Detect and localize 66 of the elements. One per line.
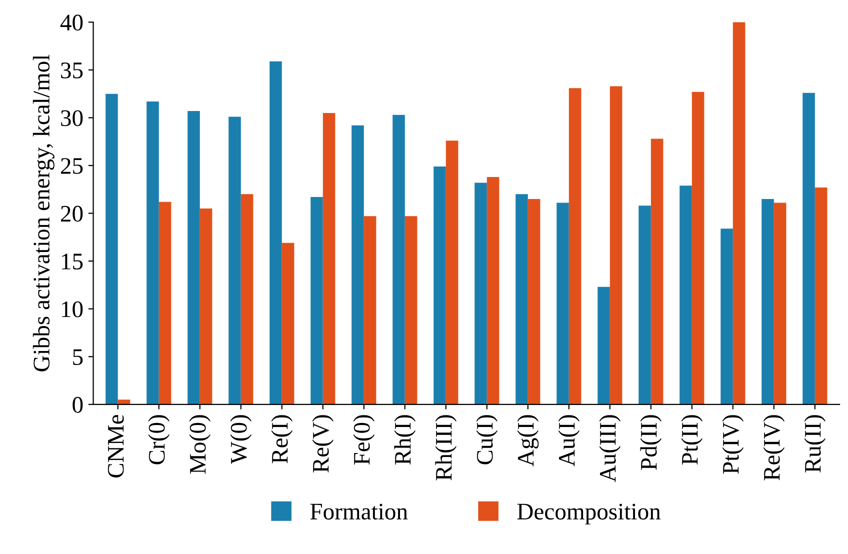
bar [352, 125, 364, 404]
y-tick-label: 40 [60, 14, 83, 31]
bar [762, 198, 774, 404]
bar [364, 216, 376, 404]
x-tick-label: Re(V) [312, 415, 334, 472]
bar [598, 286, 610, 404]
x-tick-label: Pt(IV) [722, 415, 744, 474]
bar [392, 114, 405, 404]
y-tick-label: 25 [60, 158, 83, 174]
bar [240, 194, 254, 404]
bar [680, 186, 692, 404]
bar [310, 197, 323, 404]
x-tick-label: Rh(I) [394, 415, 416, 465]
x-tick-label: CNMe [108, 414, 124, 478]
bar [556, 202, 569, 404]
x-tick-label: Mo(0) [189, 415, 211, 474]
x-tick-label: Cr(0) [148, 415, 170, 464]
bar [516, 194, 528, 404]
bar [774, 202, 786, 404]
legend-label: Formation [310, 504, 408, 520]
bar [146, 101, 159, 404]
bar [610, 86, 622, 404]
bar [106, 94, 118, 404]
x-tick-label: Cu(I) [476, 415, 498, 464]
bar [118, 400, 130, 404]
bar [720, 228, 733, 404]
x-tick-label: Ag(I) [517, 415, 539, 466]
y-tick-label: 15 [62, 254, 83, 270]
x-tick-label: Au(I) [558, 415, 580, 466]
bar [228, 116, 241, 404]
legend-label: Decomposition [517, 504, 661, 524]
x-tick-label: Rh(III) [435, 415, 457, 480]
y-tick-label: 0 [72, 396, 83, 413]
bar [568, 88, 582, 404]
bar [638, 206, 651, 404]
y-tick-label: 10 [62, 301, 83, 318]
bar [200, 208, 212, 404]
bar [474, 182, 487, 404]
x-tick-label: Pt(II) [681, 415, 703, 465]
bar [650, 138, 664, 404]
bar [528, 198, 540, 404]
bar [270, 61, 282, 404]
bar [188, 111, 200, 404]
x-tick-label: Pd(II) [640, 415, 662, 470]
x-tick-label: Re(I) [271, 415, 293, 464]
y-tick-label: 35 [61, 62, 83, 78]
bar [814, 187, 828, 404]
y-axis-title: Gibbs activation energy, kcal/mol [32, 54, 54, 372]
x-tick-label: Au(III) [599, 415, 621, 482]
bar [732, 22, 746, 404]
bar [486, 176, 500, 404]
bar [692, 92, 704, 404]
bar [446, 140, 458, 404]
x-tick-label: Fe(0) [353, 415, 375, 465]
x-tick-label: Re(IV) [763, 415, 785, 480]
bar [322, 112, 336, 404]
bar [404, 216, 418, 404]
bar [434, 166, 446, 404]
x-tick-label: W(0) [230, 415, 252, 464]
bar [802, 92, 815, 404]
y-tick-label: 5 [73, 349, 83, 366]
y-tick-label: 30 [61, 110, 83, 126]
x-tick-label: Ru(II) [804, 415, 826, 472]
y-tick-label: 20 [60, 206, 83, 222]
bar [158, 202, 172, 404]
bar [282, 242, 294, 404]
